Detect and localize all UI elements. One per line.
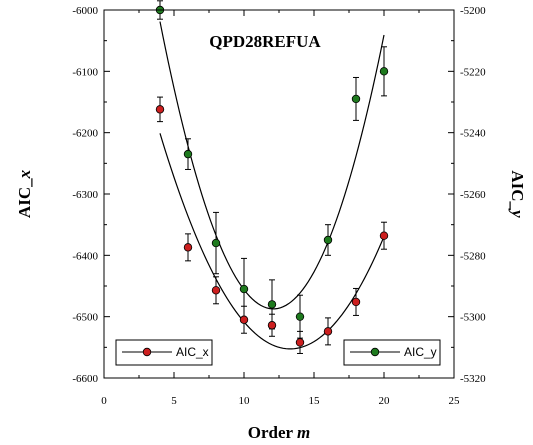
legend-marker-aic-y [370, 347, 380, 357]
y-left-tick-label: -6300 [72, 189, 98, 201]
y-axis-title-right: AIC_y [508, 170, 527, 218]
x-tick-label: 15 [309, 395, 321, 407]
y-right-tick-label: -5220 [460, 66, 486, 78]
y-left-tick-label: -6100 [72, 66, 98, 78]
chart-title: QPD28REFUA [209, 32, 321, 51]
data-point-aic-y [211, 238, 221, 248]
x-tick-label: 25 [449, 395, 461, 407]
data-points [155, 5, 389, 347]
data-point-aic-y [267, 300, 277, 309]
legend-aic-y: AIC_y [343, 339, 441, 366]
data-point-aic-y [183, 149, 193, 159]
data-point-aic-x [351, 297, 361, 307]
data-point-aic-y [239, 284, 249, 294]
y-right-tick-label: -5200 [460, 5, 486, 17]
x-axis-title: Order m [248, 423, 311, 442]
x-tick-label: 20 [379, 395, 391, 407]
data-point-aic-y [295, 312, 305, 321]
y-right-tick-label: -5300 [460, 312, 486, 324]
fit-curve-aic-x [159, 133, 385, 350]
data-point-aic-x [323, 327, 333, 336]
y-left-tick-label: -6000 [72, 5, 98, 17]
y-axis-title-left: AIC_x [15, 169, 34, 218]
legend-marker-aic-x [142, 347, 152, 357]
data-point-aic-y [351, 94, 361, 104]
y-right-tick-label: -5280 [460, 250, 486, 262]
data-point-aic-x [155, 105, 165, 114]
y-left-tick-label: -6200 [72, 128, 98, 140]
x-tick-label: 0 [101, 395, 107, 407]
data-point-aic-y [379, 67, 389, 76]
y-right-tick-label: -5320 [460, 373, 486, 385]
legend-aic-x: AIC_x [115, 339, 213, 366]
fit-curve-aic-y [159, 21, 385, 310]
data-point-aic-x [267, 321, 277, 330]
data-point-aic-x [183, 243, 193, 252]
x-tick-label: 10 [239, 395, 251, 407]
y-left-tick-label: -6600 [72, 373, 98, 385]
data-point-aic-x [239, 315, 249, 324]
data-point-aic-x [379, 231, 389, 240]
y-right-tick-label: -5240 [460, 128, 486, 140]
plot-frame [103, 9, 455, 379]
y-left-tick-label: -6500 [72, 312, 98, 324]
data-point-aic-x [295, 338, 305, 347]
x-tick-label: 5 [171, 395, 177, 407]
data-point-aic-y [323, 235, 333, 245]
legend-label-aic-x: AIC_x [176, 345, 209, 359]
y-left-tick-label: -6400 [72, 250, 98, 262]
y-right-tick-label: -5260 [460, 189, 486, 201]
legend-label-aic-y: AIC_y [404, 345, 437, 359]
data-point-aic-x [211, 286, 221, 295]
